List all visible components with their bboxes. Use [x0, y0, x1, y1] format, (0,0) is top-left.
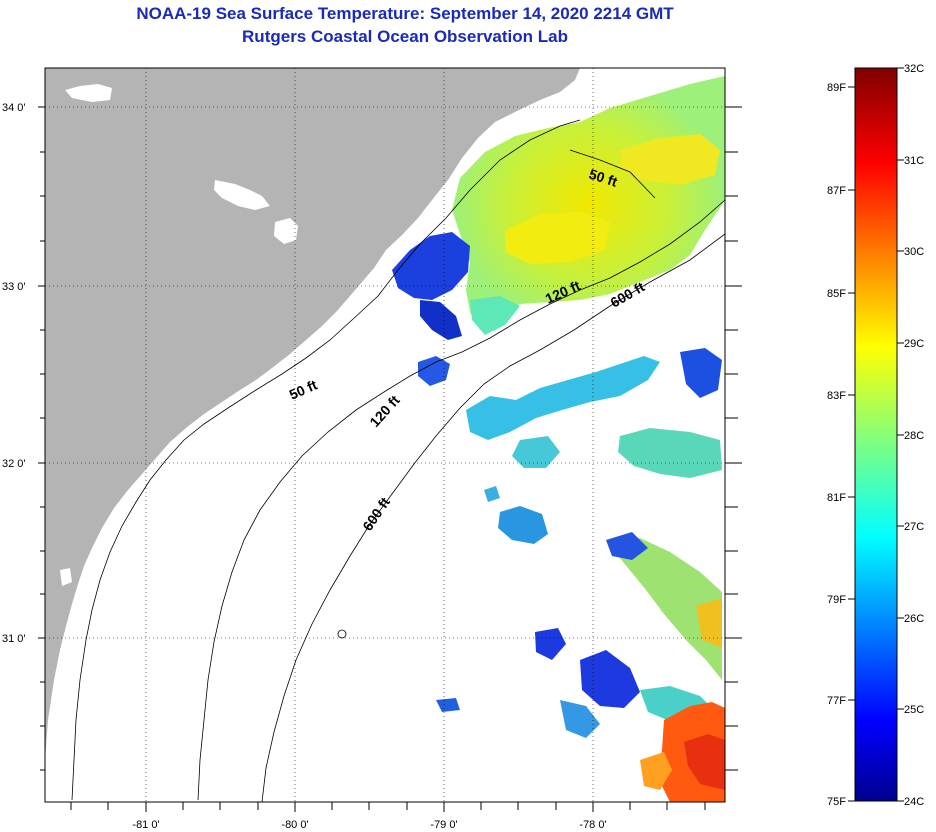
lon-label-81: -81 0' — [132, 819, 159, 831]
colorbar-c-29: 29C — [904, 338, 924, 350]
lon-label-80: -80 0' — [281, 819, 308, 831]
lon-label-78: -78 0' — [579, 819, 606, 831]
colorbar-c-25: 25C — [904, 704, 924, 716]
lat-label-31: 31 0' — [2, 633, 26, 645]
colorbar-f-81: 81F — [827, 492, 846, 504]
colorbar-f-77: 77F — [827, 695, 846, 707]
isobath-600ft — [261, 233, 725, 802]
isobath-50ft — [71, 119, 581, 801]
colorbar-c-28: 28C — [904, 430, 924, 442]
colorbar-f-79: 79F — [827, 594, 846, 606]
map-panel: 50 ft 120 ft 600 ft 50 ft 120 ft 600 ft — [45, 68, 725, 802]
sst-data-coastal-cold — [392, 232, 470, 300]
isobath-120ft — [197, 199, 725, 801]
lat-label-32: 32 0' — [2, 458, 26, 470]
sst-data-mid — [466, 356, 660, 440]
colorbar-c-24: 24C — [904, 796, 924, 808]
colorbar — [854, 67, 898, 802]
colorbar-f-89: 89F — [827, 82, 846, 94]
graticule — [45, 68, 725, 802]
colorbar-f-75: 75F — [827, 796, 846, 808]
map-frame — [44, 67, 726, 803]
colorbar-c-32: 32C — [904, 63, 924, 75]
lat-label-33: 33 0' — [2, 281, 26, 293]
map-title: NOAA-19 Sea Surface Temperature: Septemb… — [136, 4, 674, 23]
lat-label-34: 34 0' — [2, 102, 26, 114]
colorbar-c-26: 26C — [904, 613, 924, 625]
colorbar-f-87: 87F — [827, 185, 846, 197]
colorbar-c-31: 31C — [904, 155, 924, 167]
colorbar-c-27: 27C — [904, 521, 924, 533]
colorbar-f-85: 85F — [827, 288, 846, 300]
sst-data-south — [610, 538, 722, 680]
map-subtitle: Rutgers Coastal Ocean Observation Lab — [242, 27, 568, 46]
land-area — [45, 68, 580, 760]
lon-label-79: -79 0' — [430, 819, 457, 831]
colorbar-f-83: 83F — [827, 390, 846, 402]
colorbar-c-30: 30C — [904, 246, 924, 258]
